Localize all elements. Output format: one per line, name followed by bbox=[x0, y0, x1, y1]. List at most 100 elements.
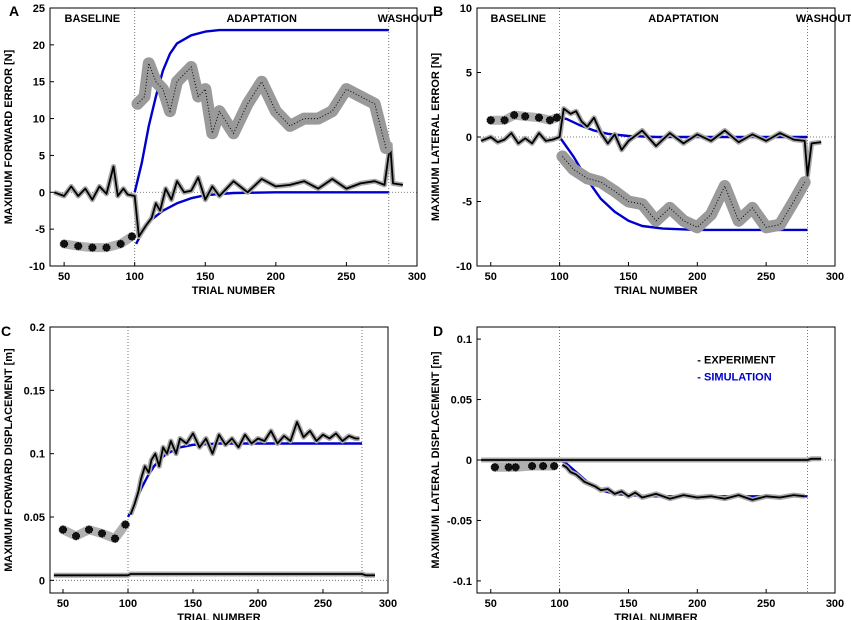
panel-c-baseline-marker bbox=[121, 520, 130, 529]
panel-c-baseline-marker bbox=[71, 531, 81, 541]
panel-a-ytick-label: -5 bbox=[35, 224, 45, 236]
panel-a-baseline-marker bbox=[88, 243, 97, 252]
panel-c-baseline-marker bbox=[97, 529, 107, 538]
panel-c-xtick-label: 50 bbox=[57, 598, 69, 610]
panel-a-ytick-label: 5 bbox=[39, 150, 45, 162]
panel-c-xtick-label: 200 bbox=[249, 598, 267, 610]
panel-b-xtick-label: 250 bbox=[757, 271, 775, 283]
panel-a-xtick-label: 150 bbox=[196, 271, 214, 283]
panel-b-ytick-label: 0 bbox=[466, 132, 472, 144]
panel-d-experiment_mean bbox=[561, 464, 805, 501]
panel-c-ytick-label: 0 bbox=[39, 575, 45, 587]
panel-b-ytick-label: 10 bbox=[460, 3, 472, 15]
panel-d-legend-simulation: - SIMULATION bbox=[697, 371, 771, 383]
panel-b-baseline-marker bbox=[510, 110, 519, 120]
panel-a-xtick-label: 200 bbox=[267, 271, 285, 283]
panel-c-xtick-label: 300 bbox=[379, 598, 397, 610]
panel-a-xtick-label: 250 bbox=[337, 271, 355, 283]
panel-a-ylabel: MAXIMUM FORWARD ERROR [N] bbox=[3, 49, 15, 224]
panel-c-xtick-label: 150 bbox=[184, 598, 202, 610]
panel-a-axes bbox=[49, 7, 418, 267]
panel-d-ytick-label: -0.05 bbox=[447, 515, 472, 527]
panel-a-ytick-label: -10 bbox=[29, 261, 45, 273]
panel-d-legend-experiment: - EXPERIMENT bbox=[697, 354, 776, 366]
panel-a-experiment_high_band-shade bbox=[131, 57, 392, 155]
panel-d-ytick-label: 0.05 bbox=[451, 395, 472, 407]
panel-b-baseline-marker bbox=[521, 112, 530, 121]
panel-b-baseline-marker bbox=[500, 116, 509, 125]
panel-c-baseline-marker bbox=[58, 525, 68, 534]
panel-c-ylabel: MAXIMUM FORWARD DISPLACEMENT [m] bbox=[3, 348, 15, 572]
panel-d-experiment_zero bbox=[481, 457, 822, 461]
panel-c-baseline-marker bbox=[110, 534, 120, 543]
panel-b-letter: B bbox=[433, 3, 443, 19]
panel-d-baseline-marker bbox=[504, 463, 513, 472]
panel-a-ytick-label: 0 bbox=[39, 187, 45, 199]
panel-c-axes bbox=[49, 326, 389, 594]
panel-a-experiment_mean bbox=[53, 143, 404, 238]
panel-b-ylabel: MAXIMUM LATERAL ERROR [N] bbox=[430, 53, 442, 222]
panel-c-xtick-label: 100 bbox=[119, 598, 137, 610]
panel-c-ytick-label: 0.1 bbox=[30, 449, 45, 461]
panel-b-xtick-label: 50 bbox=[485, 271, 497, 283]
panel-d-ytick-label: 0.1 bbox=[457, 334, 472, 346]
panel-a-baseline-marker bbox=[60, 239, 69, 248]
panel-d-baseline-marker bbox=[527, 461, 537, 471]
panel-a-ytick-label: 10 bbox=[33, 114, 45, 126]
panel-b-xtick-label: 100 bbox=[550, 271, 568, 283]
panel-d-simulation bbox=[559, 458, 808, 498]
panel-c-experiment_mean bbox=[129, 421, 360, 515]
panel-d-xtick-label: 300 bbox=[826, 598, 844, 610]
panel-d-letter: D bbox=[433, 323, 443, 339]
panel-d-baseline-marker bbox=[538, 461, 548, 471]
panel-a-phase-adaptation: ADAPTATION bbox=[226, 13, 297, 25]
panel-a-baseline-marker bbox=[74, 241, 83, 251]
panel-b-ytick-label: 5 bbox=[466, 68, 472, 80]
panel-b-experiment_lower_band-shade bbox=[556, 150, 811, 234]
panel-d-xtick-label: 200 bbox=[688, 598, 706, 610]
panel-d-baseline-marker bbox=[511, 463, 520, 472]
panel-b-phase-baseline: BASELINE bbox=[490, 13, 546, 25]
panel-d-xtick-label: 100 bbox=[550, 598, 568, 610]
panel-a-xtick-label: 100 bbox=[126, 271, 144, 283]
panel-b-xlabel: TRIAL NUMBER bbox=[614, 285, 698, 297]
panel-a-xtick-label: 50 bbox=[58, 271, 70, 283]
panel-b-xtick-label: 200 bbox=[688, 271, 706, 283]
panel-b-experiment_mean bbox=[480, 107, 822, 177]
panel-d-ytick-label: -0.1 bbox=[453, 576, 472, 588]
panel-d-xtick-label: 50 bbox=[485, 598, 497, 610]
panel-c-ytick-label: 0.15 bbox=[24, 385, 45, 397]
panel-c-letter: C bbox=[1, 323, 11, 339]
panel-b-phase-adaptation: ADAPTATION bbox=[648, 13, 719, 25]
panel-b-baseline-marker bbox=[552, 113, 561, 122]
panel-a-baseline-marker bbox=[102, 243, 111, 252]
panel-b-xtick-label: 150 bbox=[619, 271, 637, 283]
panel-b-experiment_lower_band bbox=[562, 156, 806, 228]
panel-d-xtick-label: 150 bbox=[619, 598, 637, 610]
panel-a-xlabel: TRIAL NUMBER bbox=[192, 285, 276, 297]
panel-d-xlabel: TRIAL NUMBER bbox=[614, 612, 698, 620]
panel-b-phase-washout: WASHOUT bbox=[796, 13, 851, 25]
panel-c-ytick-label: 0.2 bbox=[30, 322, 45, 334]
panel-d-ylabel: MAXIMUM LATERAL DISPLACEMENT [m] bbox=[430, 351, 442, 568]
panel-a-letter: A bbox=[9, 3, 19, 19]
panel-a-ytick-label: 20 bbox=[33, 40, 45, 52]
panel-b-baseline-marker bbox=[545, 116, 555, 125]
panel-d-ytick-label: 0 bbox=[466, 455, 472, 467]
panel-b-ytick-label: -5 bbox=[462, 197, 472, 209]
panel-b-xtick-label: 300 bbox=[826, 271, 844, 283]
panel-d-baseline-marker bbox=[490, 463, 499, 472]
panel-a-xtick-label: 300 bbox=[408, 271, 426, 283]
panel-d-baseline-marker bbox=[550, 461, 559, 471]
panel-a-simulation_high bbox=[133, 28, 389, 193]
panel-c-xtick-label: 250 bbox=[314, 598, 332, 610]
panel-a-ytick-label: 25 bbox=[33, 3, 45, 15]
panel-b-baseline-marker bbox=[486, 116, 495, 125]
panel-c-experiment_low bbox=[53, 573, 375, 577]
panel-c-ytick-label: 0.05 bbox=[24, 512, 45, 524]
panel-c-xlabel: TRIAL NUMBER bbox=[177, 612, 261, 620]
panel-b-baseline-marker bbox=[534, 113, 544, 122]
panel-a-baseline-marker bbox=[127, 232, 136, 241]
panel-a-simulation_low bbox=[135, 191, 389, 245]
